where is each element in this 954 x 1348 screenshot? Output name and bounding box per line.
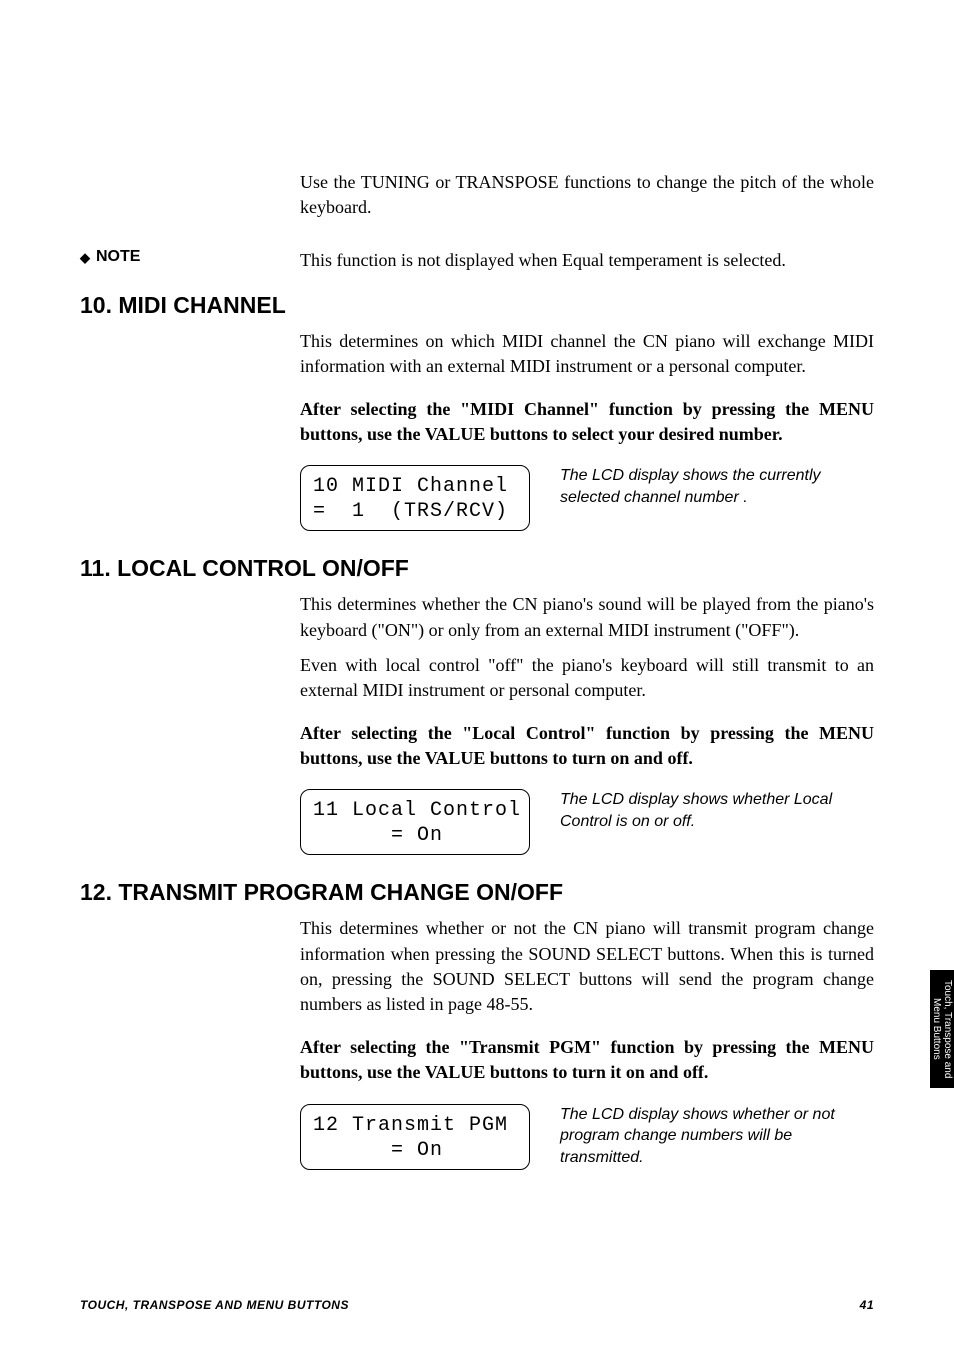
lcd-11-line1: 11 Local Control (313, 799, 521, 822)
lcd-caption-10: The LCD display shows the currently sele… (530, 465, 874, 508)
section-heading-11: 11. LOCAL CONTROL ON/OFF (80, 555, 874, 582)
side-tab: Touch, Transpose and Menu Buttons (930, 970, 954, 1088)
lcd-caption-11: The LCD display shows whether Local Cont… (530, 789, 874, 832)
lcd-row-11: 11 Local Control = On The LCD display sh… (300, 789, 874, 855)
lcd-12-line1: 12 Transmit PGM (313, 1114, 508, 1137)
lcd-display-12: 12 Transmit PGM = On (300, 1104, 530, 1170)
lcd-row-10: 10 MIDI Channel = 1 (TRS/RCV) The LCD di… (300, 465, 874, 531)
note-label: NOTE (80, 248, 300, 273)
page-container: Use the TUNING or TRANSPOSE functions to… (0, 0, 954, 1348)
lcd-display-10: 10 MIDI Channel = 1 (TRS/RCV) (300, 465, 530, 531)
section-heading-10: 10. MIDI CHANNEL (80, 292, 874, 319)
note-text: This function is not displayed when Equa… (300, 248, 874, 273)
footer-right: 41 (860, 1298, 874, 1312)
section-10-instruction: After selecting the "MIDI Channel" funct… (300, 397, 874, 447)
lcd-12-line2: = On (313, 1139, 443, 1162)
lcd-11-line2: = On (313, 824, 443, 847)
section-11-paragraph-2: Even with local control "off" the piano'… (300, 653, 874, 703)
section-12-instruction: After selecting the "Transmit PGM" funct… (300, 1035, 874, 1085)
footer-left: TOUCH, TRANSPOSE AND MENU BUTTONS (80, 1298, 349, 1312)
lcd-10-line2: = 1 (TRS/RCV) (313, 500, 508, 523)
section-12-paragraph: This determines whether or not the CN pi… (300, 916, 874, 1017)
lcd-display-11: 11 Local Control = On (300, 789, 530, 855)
section-10-paragraph: This determines on which MIDI channel th… (300, 329, 874, 379)
section-heading-12: 12. TRANSMIT PROGRAM CHANGE ON/OFF (80, 879, 874, 906)
lcd-caption-12: The LCD display shows whether or not pro… (530, 1104, 874, 1169)
lcd-row-12: 12 Transmit PGM = On The LCD display sho… (300, 1104, 874, 1170)
section-11-paragraph-1: This determines whether the CN piano's s… (300, 592, 874, 642)
intro-paragraph: Use the TUNING or TRANSPOSE functions to… (300, 170, 874, 220)
note-row: NOTE This function is not displayed when… (80, 248, 874, 273)
section-11-instruction: After selecting the "Local Control" func… (300, 721, 874, 771)
note-label-text: NOTE (96, 248, 140, 266)
page-footer: TOUCH, TRANSPOSE AND MENU BUTTONS 41 (80, 1298, 874, 1312)
lcd-10-line1: 10 MIDI Channel (313, 475, 508, 498)
